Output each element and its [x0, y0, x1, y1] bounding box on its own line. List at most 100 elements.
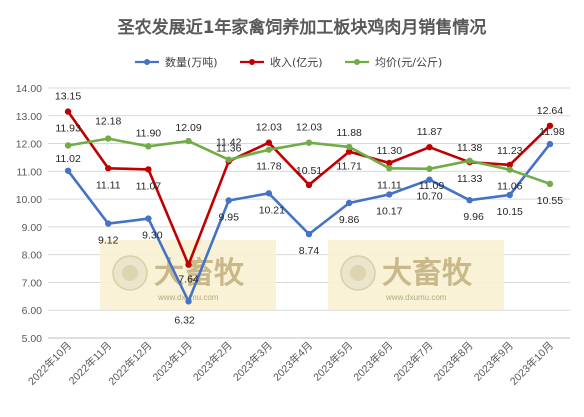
data-label: 12.18 [95, 116, 121, 128]
watermark-url: www.dxumu.com [385, 293, 447, 302]
data-label: 12.03 [296, 122, 322, 134]
legend: 数量(万吨) 收入(亿元) 均价(元/公斤) [135, 55, 442, 69]
y-tick-label: 5.00 [22, 333, 43, 345]
legend-item: 均价(元/公斤) [345, 56, 442, 69]
data-point [386, 165, 393, 172]
data-label: 10.17 [376, 205, 402, 217]
watermark-dot-icon [350, 265, 366, 281]
data-point [185, 137, 192, 145]
y-tick-label: 14.00 [16, 83, 42, 95]
data-point [345, 143, 353, 151]
data-label: 11.88 [336, 127, 362, 139]
data-label: 11.71 [336, 161, 362, 173]
legend-label: 数量(万吨) [165, 56, 218, 69]
data-label: 11.09 [419, 180, 445, 192]
data-label: 9.12 [98, 235, 119, 247]
watermark-text: 大畜牧 [382, 256, 473, 291]
data-label: 10.15 [497, 206, 523, 218]
data-point [345, 148, 353, 155]
data-point [466, 197, 473, 204]
data-label: 11.06 [497, 181, 523, 193]
data-label: 6.32 [174, 314, 195, 326]
data-label: 10.70 [416, 191, 442, 203]
y-tick-label: 9.00 [22, 222, 43, 234]
data-point [145, 166, 152, 173]
data-point [305, 139, 313, 146]
data-point [145, 143, 152, 150]
data-point [305, 181, 313, 189]
y-axis: 5.00 6.00 7.00 8.00 9.00 10.00 11.00 12.00 13.00… [16, 83, 42, 345]
data-labels: 11.02 9.12 9.30 6.32 9.95 10.21 8.74 9.86 10.17 1… [55, 91, 565, 327]
data-point [265, 146, 273, 153]
y-tick-label: 13.00 [16, 111, 42, 123]
data-point [386, 159, 393, 167]
data-point [64, 142, 72, 149]
data-label: 11.38 [457, 142, 483, 154]
data-label: 11.87 [417, 126, 443, 138]
data-point [546, 180, 554, 188]
watermark-logo: 大畜牧 www.dxumu.com [328, 240, 504, 310]
data-label: 10.51 [296, 165, 322, 177]
data-point [305, 230, 313, 238]
data-label: 11.07 [136, 180, 162, 192]
data-label: 9.95 [218, 212, 239, 224]
legend-item: 收入(亿元) [240, 55, 323, 69]
data-point [185, 298, 192, 305]
data-label: 11.11 [377, 179, 402, 191]
data-point [426, 176, 433, 183]
data-label: 11.93 [55, 123, 81, 135]
data-point [265, 190, 273, 197]
watermark-dot-icon [122, 265, 138, 281]
data-label: 10.55 [537, 195, 563, 207]
legend-marker [249, 59, 255, 65]
data-label: 8.74 [299, 245, 320, 257]
y-tick-label: 7.00 [22, 277, 43, 289]
data-point [546, 122, 554, 129]
data-label: 13.15 [55, 91, 81, 103]
data-label: 11.42 [216, 137, 242, 149]
y-tick-label: 6.00 [22, 305, 43, 317]
data-label: 11.78 [256, 161, 282, 173]
data-point [64, 167, 72, 174]
data-point [345, 199, 353, 207]
data-point [546, 140, 554, 148]
data-label: 11.36 [216, 142, 242, 154]
data-label: 11.11 [96, 179, 121, 191]
data-point [145, 215, 152, 222]
data-point [466, 157, 473, 164]
data-label: 11.33 [457, 173, 483, 185]
data-point [225, 156, 232, 163]
legend-label: 均价(元/公斤) [375, 56, 442, 69]
data-label: 11.02 [55, 153, 81, 165]
legend-item: 数量(万吨) [135, 56, 218, 69]
data-label: 12.03 [256, 122, 282, 134]
data-point [105, 135, 112, 142]
data-label: 11.98 [539, 126, 565, 138]
data-point [105, 220, 112, 227]
legend-label: 收入(亿元) [270, 55, 323, 69]
data-point [426, 165, 433, 173]
data-label: 12.09 [175, 122, 201, 134]
data-point [225, 197, 232, 204]
data-point [506, 166, 513, 173]
data-label: 9.86 [339, 214, 360, 226]
y-tick-label: 10.00 [16, 194, 42, 206]
data-label: 11.23 [497, 145, 523, 157]
data-point [265, 139, 273, 146]
data-label: 7.64 [178, 274, 199, 286]
data-label: 9.96 [463, 211, 484, 223]
data-label: 12.64 [537, 105, 563, 117]
series-lines [64, 108, 554, 305]
data-point [426, 143, 433, 151]
data-label: 9.30 [142, 230, 163, 242]
y-tick-label: 8.00 [22, 250, 43, 262]
legend-marker [354, 59, 360, 65]
legend-marker [144, 59, 150, 65]
data-label: 11.30 [377, 145, 403, 157]
data-point [386, 191, 393, 198]
data-label: 11.90 [136, 127, 162, 139]
data-point [105, 165, 112, 172]
